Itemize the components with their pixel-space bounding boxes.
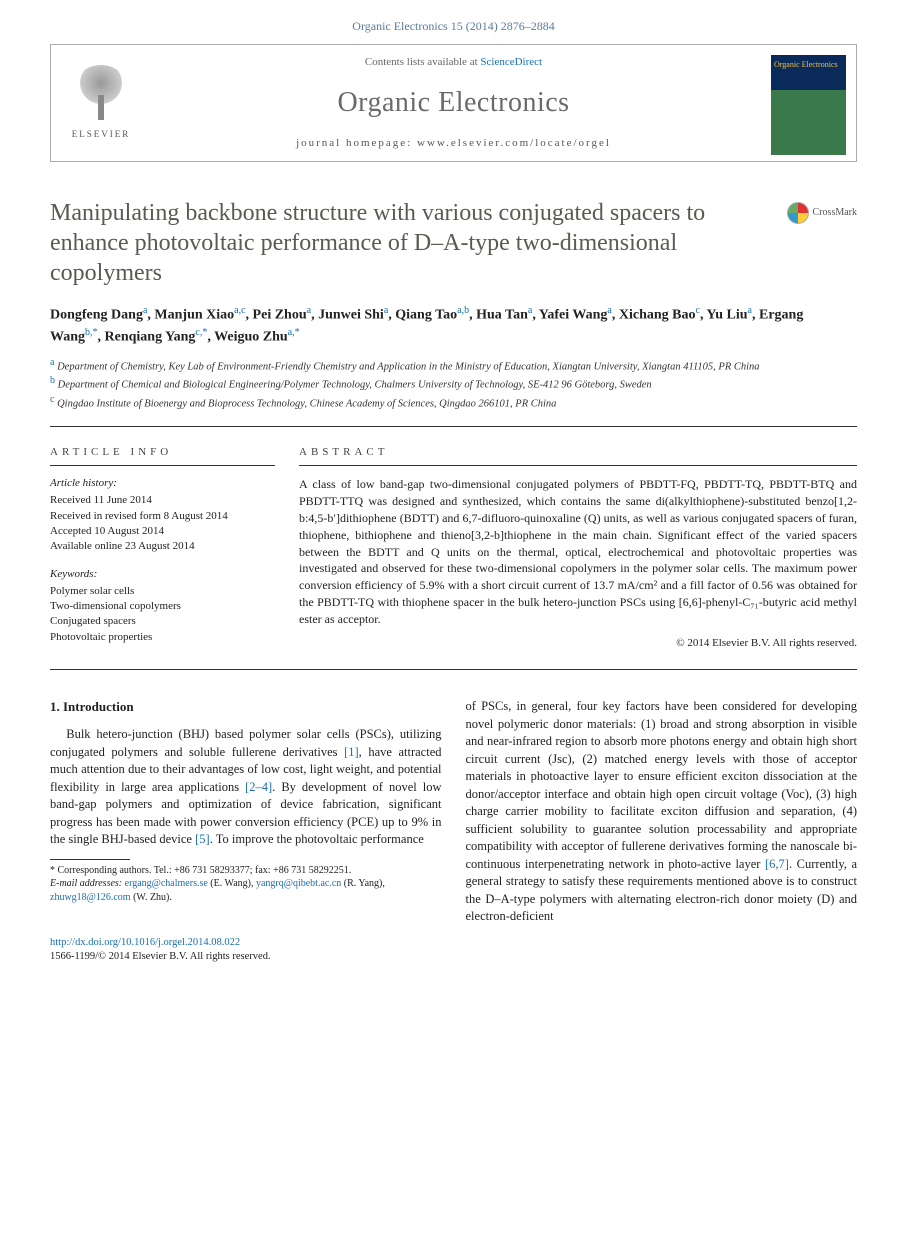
keywords-text: Polymer solar cellsTwo-dimensional copol… (50, 584, 275, 646)
abstract-text: A class of low band-gap two-dimensional … (299, 476, 857, 627)
history-label: Article history: (50, 476, 275, 491)
corresponding-footnote: * Corresponding authors. Tel.: +86 731 5… (50, 864, 442, 905)
emails-label: E-mail addresses: (50, 878, 122, 889)
affiliation-line: c Qingdao Institute of Bioenergy and Bio… (50, 393, 857, 412)
email-link[interactable]: ergang@chalmers.se (125, 878, 208, 889)
affiliation-line: b Department of Chemical and Biological … (50, 374, 857, 393)
contents-prefix: Contents lists available at (365, 56, 480, 68)
body-right-column: of PSCs, in general, four key factors ha… (466, 698, 858, 926)
elsevier-logo: ELSEVIER (61, 55, 141, 150)
crossmark-badge[interactable]: CrossMark (787, 202, 857, 224)
body-left-column: 1. Introduction Bulk hetero-junction (BH… (50, 698, 442, 926)
email-link[interactable]: yangrq@qibebt.ac.cn (256, 878, 341, 889)
divider-bottom (50, 669, 857, 670)
journal-cover-thumbnail: Organic Electronics (771, 55, 846, 155)
affiliation-line: a Department of Chemistry, Key Lab of En… (50, 356, 857, 375)
affiliations: a Department of Chemistry, Key Lab of En… (50, 356, 857, 412)
history-text: Received 11 June 2014Received in revised… (50, 493, 275, 555)
abstract-head: ABSTRACT (299, 445, 857, 467)
elsevier-tree-icon (71, 65, 131, 125)
article-info-head: ARTICLE INFO (50, 445, 275, 467)
abstract-copyright: © 2014 Elsevier B.V. All rights reserved… (299, 636, 857, 651)
abstract-column: ABSTRACT A class of low band-gap two-dim… (299, 427, 857, 658)
journal-name: Organic Electronics (161, 70, 746, 136)
keywords-label: Keywords: (50, 567, 275, 582)
article-info-column: ARTICLE INFO Article history: Received 1… (50, 427, 275, 658)
intro-para-right: of PSCs, in general, four key factors ha… (466, 698, 858, 926)
intro-para-left: Bulk hetero-junction (BHJ) based polymer… (50, 726, 442, 849)
doi-link[interactable]: http://dx.doi.org/10.1016/j.orgel.2014.0… (50, 937, 240, 948)
section-heading: 1. Introduction (50, 698, 442, 716)
email-link[interactable]: zhuwg18@126.com (50, 892, 131, 903)
header-citation: Organic Electronics 15 (2014) 2876–2884 (0, 0, 907, 44)
footnote-separator (50, 859, 130, 860)
contents-line: Contents lists available at ScienceDirec… (161, 55, 746, 70)
sciencedirect-link[interactable]: ScienceDirect (480, 56, 542, 68)
emails-line: E-mail addresses: ergang@chalmers.se (E.… (50, 877, 442, 904)
author-list: Dongfeng Danga, Manjun Xiaoa,c, Pei Zhou… (50, 304, 857, 348)
doi-block: http://dx.doi.org/10.1016/j.orgel.2014.0… (50, 936, 857, 964)
corr-authors-line: * Corresponding authors. Tel.: +86 731 5… (50, 864, 442, 878)
issn-copyright: 1566-1199/© 2014 Elsevier B.V. All right… (50, 951, 271, 962)
journal-homepage: journal homepage: www.elsevier.com/locat… (161, 136, 746, 151)
journal-header-box: ELSEVIER Organic Electronics Contents li… (50, 44, 857, 161)
crossmark-label: CrossMark (813, 206, 857, 220)
paper-title: Manipulating backbone structure with var… (50, 198, 857, 288)
crossmark-icon (787, 202, 809, 224)
publisher-name: ELSEVIER (72, 128, 131, 140)
